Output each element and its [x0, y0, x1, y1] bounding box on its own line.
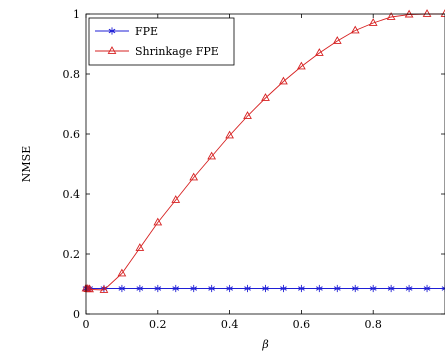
series-1-point	[208, 284, 215, 293]
series-2-point	[85, 284, 94, 293]
series-2-point	[440, 9, 445, 17]
series-1-point	[262, 284, 269, 293]
series-layer	[81, 9, 445, 293]
series-1-point	[441, 284, 445, 293]
series-1-point	[316, 284, 323, 293]
series-2-point	[243, 111, 252, 119]
y-tick-label: 0.6	[63, 128, 81, 141]
series-2-point	[368, 18, 378, 26]
legend: FPE Shrinkage FPE	[88, 17, 235, 66]
y-axis-label: NMSE	[20, 146, 33, 182]
x-tick-label: 0.6	[293, 318, 311, 331]
series-2-point	[225, 130, 234, 139]
series-1-point	[280, 284, 287, 293]
series-2-point	[297, 61, 306, 70]
series-1-point	[405, 284, 413, 293]
series-2-point	[135, 243, 145, 251]
plot-frame	[85, 13, 445, 315]
series-1-point	[333, 284, 341, 293]
series-1-point	[423, 284, 431, 293]
series-2-point	[386, 12, 396, 20]
series-2-point	[207, 151, 217, 160]
series-2-point	[171, 195, 181, 203]
series-1-point	[118, 284, 126, 293]
series-2-point	[279, 76, 288, 85]
y-tick-label: 1	[73, 8, 80, 21]
series-1-point	[226, 284, 233, 293]
series-1-point	[136, 284, 144, 293]
series-2-point	[314, 48, 324, 56]
x-tick-label: 0.2	[149, 318, 167, 331]
legend-label-1: FPE	[135, 25, 158, 38]
y-tick-label: 0	[73, 308, 80, 321]
series-2-point	[261, 93, 270, 101]
x-tick-label: 0.4	[221, 318, 239, 331]
y-tick-label: 0.8	[63, 68, 81, 81]
tick-layer: 0 0.2 0.4 0.6 0.8 0 0.2 0.4 0.6 0.8 1	[63, 8, 445, 331]
series-1-point	[387, 284, 395, 293]
legend-box	[88, 17, 235, 66]
series-1-point	[369, 284, 377, 293]
legend-label-2: Shrinkage FPE	[135, 45, 219, 58]
series-2-point	[350, 25, 360, 34]
series-1-point	[244, 284, 251, 293]
series-2-point	[422, 9, 432, 17]
y-tick-label: 0.4	[63, 188, 81, 201]
series-1-point	[172, 284, 180, 293]
series-2-point	[99, 285, 109, 293]
series-1-point	[190, 284, 198, 293]
x-axis-label: β	[261, 338, 268, 351]
legend-marker-1	[108, 27, 116, 35]
series-2-point	[189, 172, 199, 181]
series-1-point	[351, 284, 359, 293]
series-1-point	[298, 284, 305, 293]
legend-marker-2	[107, 46, 117, 54]
x-tick-label: 0.8	[364, 318, 382, 331]
series-2-point	[332, 36, 342, 44]
series-2-point	[117, 268, 127, 277]
series-2-point	[153, 217, 163, 226]
y-tick-label: 0.2	[63, 248, 81, 261]
x-tick-label: 0	[83, 318, 90, 331]
series-1-point	[154, 284, 162, 293]
series-line-2	[85, 13, 445, 291]
